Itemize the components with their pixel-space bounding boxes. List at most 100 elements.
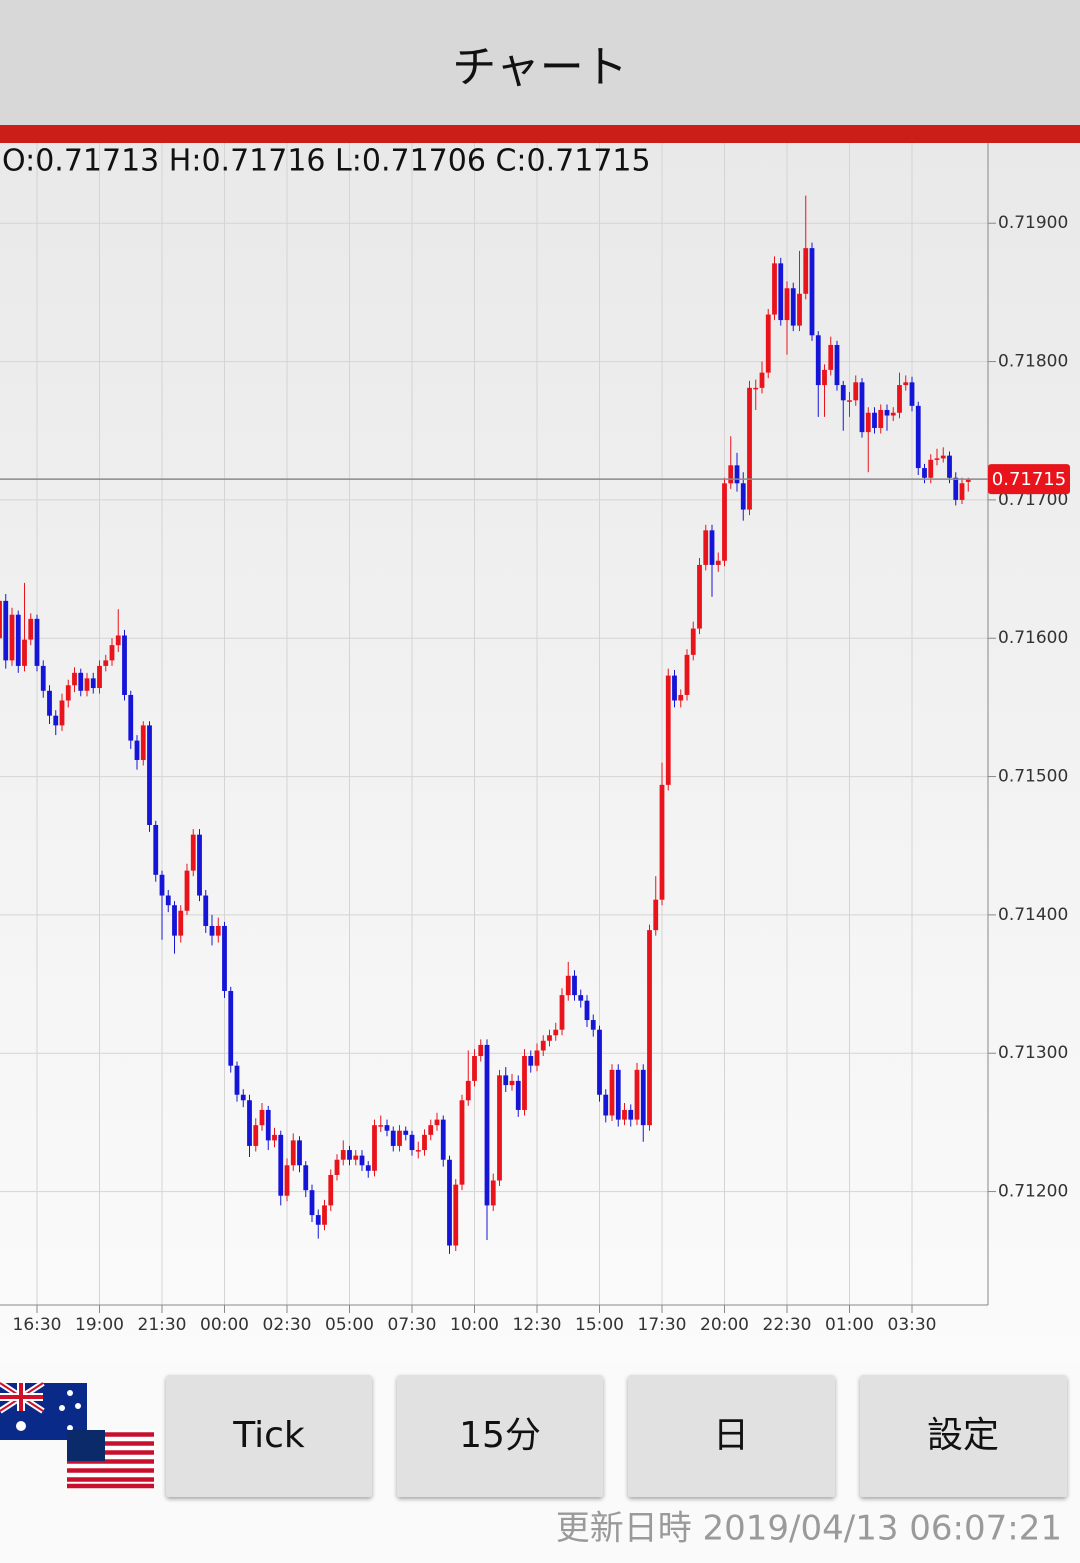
button[interactable] <box>628 1375 835 1497</box>
button[interactable] <box>166 1375 372 1497</box>
y-tick-label: 0.71900 <box>998 213 1068 233</box>
candle-body <box>828 344 834 370</box>
button-day[interactable]: 日 <box>628 1375 835 1497</box>
candle-body <box>640 1069 646 1126</box>
candle-body <box>284 1165 290 1196</box>
candle-body <box>190 834 196 871</box>
candle-body <box>65 685 71 701</box>
candle-body <box>490 1180 496 1206</box>
candle-body <box>572 975 577 996</box>
last-price-marker <box>988 464 1070 495</box>
candle-body <box>428 1125 434 1135</box>
candle-body <box>872 412 877 428</box>
candle-body <box>378 1125 384 1127</box>
candle-body <box>440 1119 446 1160</box>
candle-body <box>22 639 27 666</box>
candle-body <box>259 1109 265 1126</box>
candle-body <box>647 930 652 1126</box>
candle-body <box>447 1159 452 1246</box>
candle-body <box>747 387 752 510</box>
candle-body <box>584 1000 590 1021</box>
candle-body <box>40 665 46 691</box>
x-tick-label: 22:30 <box>763 1315 812 1335</box>
candle-body <box>28 618 34 640</box>
candle-body <box>890 412 896 416</box>
candle-body <box>397 1130 402 1146</box>
candle-body <box>228 990 234 1066</box>
candle-body <box>515 1080 521 1110</box>
accent-bar <box>0 125 1080 143</box>
candle-body <box>272 1134 277 1141</box>
y-tick-label: 0.71300 <box>998 1043 1068 1063</box>
candle-body <box>897 385 902 413</box>
button-label[interactable]: 設定 <box>927 1415 999 1456</box>
button-tick[interactable]: Tick <box>166 1375 372 1497</box>
candle-body <box>453 1184 459 1246</box>
x-tick-label: 17:30 <box>638 1315 687 1335</box>
button-15min[interactable]: 15分 <box>397 1375 603 1497</box>
candle-body <box>147 725 152 825</box>
candle-body <box>303 1165 309 1191</box>
button-label[interactable]: Tick <box>232 1415 305 1456</box>
candle-body <box>565 975 571 996</box>
candle-body <box>815 335 821 386</box>
candle-body <box>472 1056 477 1081</box>
x-tick-label: 21:30 <box>138 1315 187 1335</box>
candle-body <box>528 1056 534 1066</box>
candle-body <box>672 675 677 701</box>
candle-body <box>3 600 9 661</box>
candle-body <box>340 1150 346 1160</box>
candle-body <box>678 694 684 701</box>
candle-body <box>134 740 140 760</box>
candle-body <box>203 895 209 926</box>
candle-body <box>653 899 659 931</box>
candle-body <box>197 834 202 896</box>
candle-body <box>59 700 65 726</box>
candle-body <box>84 678 90 691</box>
button-label[interactable]: 15分 <box>459 1415 541 1456</box>
candle-body <box>853 382 859 401</box>
candle-body <box>553 1029 559 1036</box>
candle-body <box>434 1119 440 1126</box>
candle-body <box>522 1056 527 1110</box>
candle-body <box>315 1215 321 1225</box>
candle-body <box>209 925 215 936</box>
button[interactable] <box>860 1375 1067 1497</box>
candle-body <box>734 465 740 484</box>
candle-body <box>503 1075 509 1086</box>
button-label[interactable]: 日 <box>713 1415 749 1456</box>
candle-body <box>97 665 102 689</box>
y-tick-label: 0.71500 <box>998 767 1068 787</box>
candle-body <box>140 725 146 760</box>
candle-body <box>459 1100 465 1185</box>
x-tick-label: 07:30 <box>388 1315 437 1335</box>
candle-body <box>390 1130 396 1146</box>
x-tick-label: 19:00 <box>75 1315 124 1335</box>
candle-body <box>540 1040 546 1051</box>
y-tick-label: 0.71200 <box>998 1182 1068 1202</box>
candle-body <box>822 369 827 386</box>
x-tick-label: 01:00 <box>825 1315 874 1335</box>
candle-body <box>859 382 865 433</box>
last-price-label: 0.71715 <box>992 469 1066 490</box>
candle-body <box>934 458 940 460</box>
candle-body <box>115 635 121 646</box>
candle-body <box>940 455 946 459</box>
candle-body <box>240 1094 246 1101</box>
candle-body <box>778 263 784 321</box>
candle-body <box>359 1155 365 1166</box>
x-tick-label: 12:30 <box>513 1315 562 1335</box>
candle-body <box>247 1100 252 1146</box>
candle-body <box>797 293 802 326</box>
x-tick-label: 10:00 <box>450 1315 499 1335</box>
candle-body <box>953 477 959 500</box>
candle-body <box>615 1069 621 1120</box>
candle-body <box>72 672 77 686</box>
button-settings[interactable]: 設定 <box>860 1375 1067 1497</box>
candle-body <box>53 715 59 726</box>
candle-body <box>909 382 915 406</box>
candle-body <box>403 1130 409 1135</box>
button[interactable] <box>397 1375 603 1497</box>
candle-body <box>809 248 815 336</box>
